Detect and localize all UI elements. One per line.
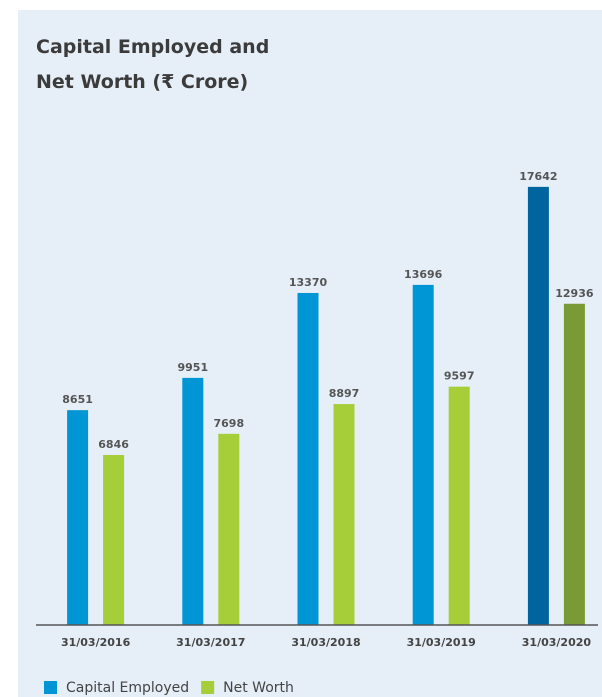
value-label: 17642 [519, 170, 557, 183]
value-label: 13696 [404, 268, 443, 281]
bar [527, 186, 549, 626]
value-label: 9597 [444, 370, 475, 383]
value-label: 12936 [555, 287, 594, 300]
bar [218, 433, 240, 625]
x-tick-label: 31/03/2016 [61, 636, 131, 649]
chart-title: Capital Employed and Net Worth (₹ Crore) [36, 36, 270, 93]
bar [297, 292, 319, 625]
legend-swatch [44, 681, 57, 694]
legend-label: Capital Employed [66, 680, 189, 696]
legend-label: Net Worth [223, 680, 294, 696]
bar [103, 454, 125, 625]
legend-swatch [201, 681, 215, 694]
x-tick-label: 31/03/2018 [291, 636, 360, 649]
value-label: 7698 [213, 417, 244, 430]
x-tick-label: 31/03/2017 [176, 636, 245, 649]
value-label: 9951 [177, 361, 208, 374]
bar [563, 303, 585, 625]
x-tick-label: 31/03/2019 [407, 636, 476, 649]
x-tick-label: 31/03/2020 [522, 636, 592, 649]
bar [182, 377, 204, 625]
bar [67, 410, 89, 625]
bar [448, 386, 470, 625]
value-label: 8651 [62, 393, 93, 406]
bar [412, 284, 434, 625]
value-label: 8897 [329, 387, 360, 400]
value-label: 13370 [289, 276, 328, 289]
bar [333, 404, 355, 625]
value-label: 6846 [98, 438, 129, 451]
